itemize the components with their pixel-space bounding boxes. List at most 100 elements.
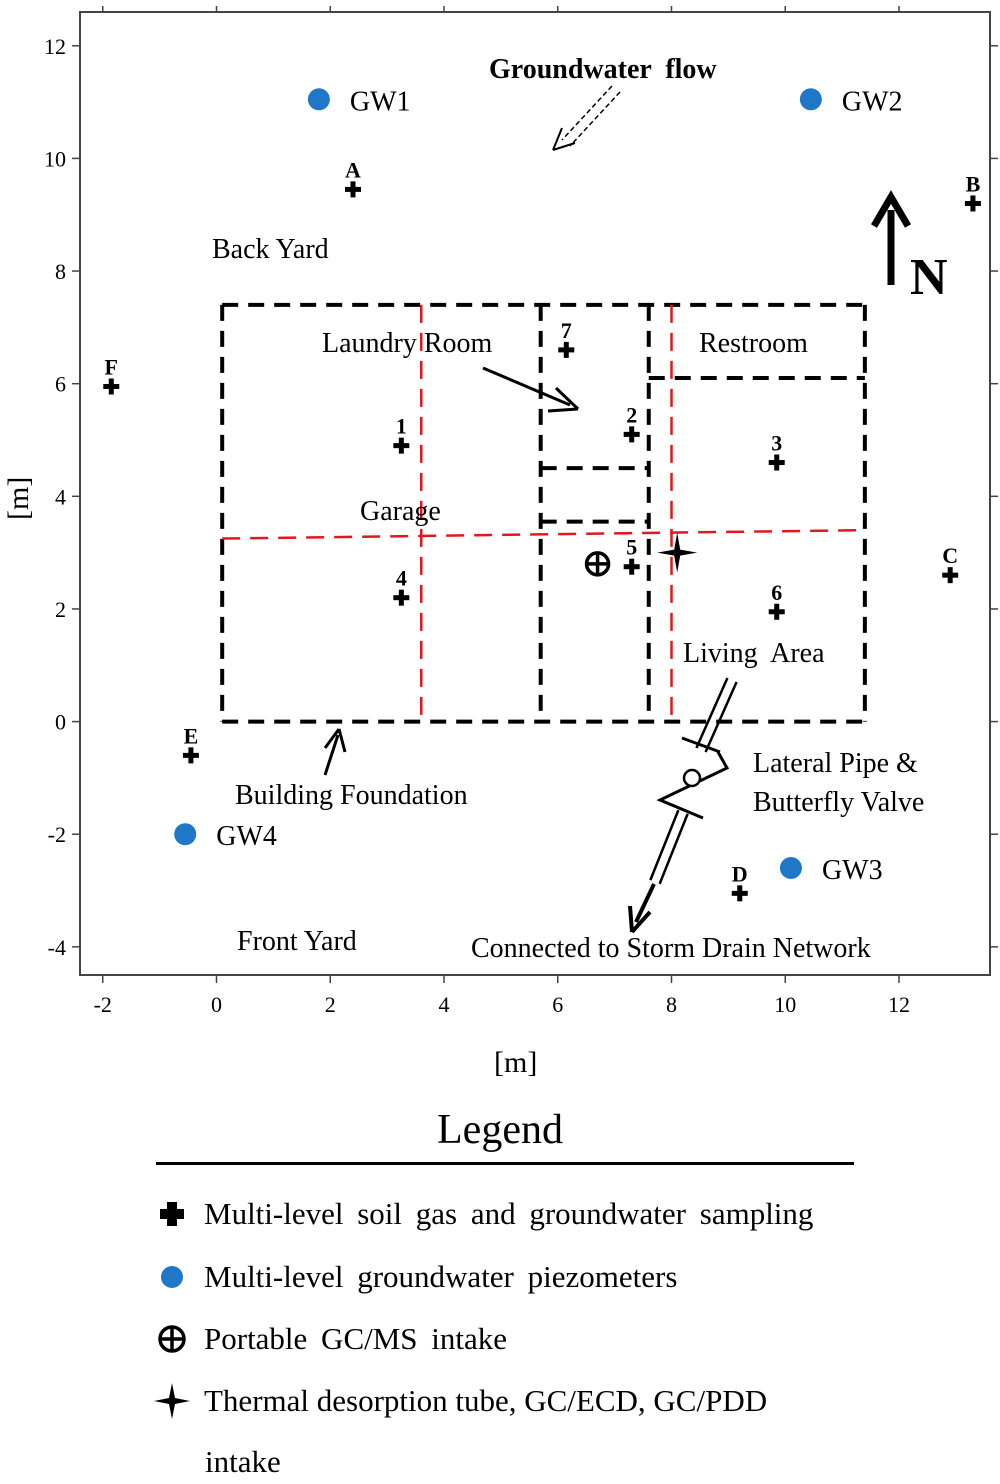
four-point-star-icon <box>150 1381 194 1421</box>
soil-gas-sampling-point: 7 <box>558 318 575 358</box>
soil-gas-sampling-point: 5 <box>623 535 640 575</box>
sampling-points: A B C D E F 1 2 3 4 5 6 7 GW1 GW2 GW3 GW4 <box>103 86 981 902</box>
legend-item-label: Thermal desorption tube, GC/ECD, GC/PDD <box>204 1383 768 1418</box>
front-yard-label: Front Yard <box>237 926 357 957</box>
storm-drain-arrow <box>634 883 656 923</box>
plus-marker <box>103 384 120 389</box>
sampling-point-label: 5 <box>626 535 637 560</box>
legend-item-soil-gas: Multi-level soil gas and groundwater sam… <box>150 1188 990 1240</box>
plus-marker <box>393 595 410 601</box>
y-axis-label: [m] <box>2 477 35 520</box>
valve-disc <box>682 768 702 788</box>
flow-arrow-line <box>569 91 621 147</box>
four-point-star-icon <box>657 532 698 573</box>
piezometer-label: GW1 <box>350 86 411 117</box>
legend-item-label: Multi-level soil gas and groundwater sam… <box>204 1196 814 1231</box>
circled-plus-icon <box>150 1319 194 1359</box>
garage-label: Garage <box>360 496 441 527</box>
y-tick-label: 0 <box>55 710 66 735</box>
sampling-point-label: A <box>345 157 361 182</box>
lateral-pipe-label: Lateral Pipe & <box>753 748 918 779</box>
sampling-point-label: F <box>105 355 118 380</box>
groundwater-flow-label: Groundwater flow <box>489 54 717 85</box>
piezometer-dot <box>779 857 802 879</box>
soil-gas-sampling-point: 3 <box>768 431 785 471</box>
legend-item-label: Portable GC/MS intake <box>204 1321 508 1356</box>
y-tick-label: 10 <box>44 146 66 171</box>
sampling-point-label: 3 <box>771 431 782 456</box>
soil-gas-sampling-point: 6 <box>768 580 785 620</box>
sampling-point-label: B <box>966 171 981 196</box>
y-tick-label: 2 <box>55 597 66 622</box>
storm-drain-label: Connected to Storm Drain Network <box>471 933 871 964</box>
plus-marker <box>964 200 981 206</box>
legend-item-label: Multi-level groundwater piezometers <box>204 1259 678 1294</box>
north-arrow-head <box>870 190 912 228</box>
legend-item-thermal: Thermal desorption tube, GC/ECD, GC/PDD <box>150 1375 990 1427</box>
plot-frame <box>79 11 991 976</box>
plus-marker <box>768 609 785 615</box>
lateral-pipe-upper <box>695 677 729 749</box>
x-tick-label: 0 <box>211 992 222 1017</box>
y-tick-label: -4 <box>48 935 66 960</box>
plus-marker <box>731 890 748 896</box>
x-axis-label: [m] <box>494 1046 537 1079</box>
butterfly-valve-label: Butterfly Valve <box>753 787 924 818</box>
soil-gas-sampling-point: 2 <box>623 402 640 443</box>
x-tick-label: 8 <box>666 992 677 1017</box>
flow-arrow-head <box>552 127 576 151</box>
pipe-flange <box>681 736 721 754</box>
y-tick-label: 8 <box>55 259 66 284</box>
piezometer-label: GW3 <box>822 855 883 886</box>
x-tick-label: 10 <box>774 992 796 1017</box>
piezometer-dot <box>799 88 822 111</box>
y-tick-label: 4 <box>55 484 66 509</box>
y-tick-label: 6 <box>55 372 66 397</box>
plus-marker <box>623 431 640 437</box>
annotations: Groundwater flow N Back Yard Front Yard … <box>2 54 948 1079</box>
y-tick-label: 12 <box>44 34 66 59</box>
groundwater-piezometer: GW3 <box>779 855 883 886</box>
piezometer-label: GW2 <box>842 86 903 117</box>
groundwater-piezometer: GW1 <box>307 86 411 117</box>
groundwater-piezometer: GW2 <box>799 86 903 117</box>
plus-marker <box>942 572 959 578</box>
sampling-point-label: 6 <box>771 580 782 605</box>
groundwater-piezometer: GW4 <box>174 821 277 852</box>
laundry-arrow <box>482 366 571 407</box>
foundation-arrow <box>323 734 340 776</box>
legend-item-piezometers: Multi-level groundwater piezometers <box>150 1251 990 1303</box>
red-line-horizontal <box>222 528 865 540</box>
x-tick-label: 4 <box>439 992 450 1017</box>
soil-gas-sampling-point: B <box>964 171 981 212</box>
restroom-label: Restroom <box>699 328 808 359</box>
sampling-point-label: D <box>732 861 748 886</box>
plus-marker <box>393 443 410 449</box>
back-yard-label: Back Yard <box>212 234 329 265</box>
living-area-label: Living Area <box>683 638 825 669</box>
x-tick-label: 12 <box>888 992 910 1017</box>
soil-gas-sampling-point: D <box>731 861 748 902</box>
lateral-pipe-upper <box>704 681 738 753</box>
plus-marker <box>623 564 640 570</box>
piezometer-dot <box>174 823 197 846</box>
x-tick-label: -2 <box>94 992 112 1017</box>
blue-dot-icon <box>150 1257 194 1297</box>
soil-gas-sampling-point: F <box>103 355 120 395</box>
sampling-point-label: 4 <box>396 566 407 591</box>
foundation-arrow-head <box>323 728 347 753</box>
soil-gas-sampling-point: E <box>182 723 199 764</box>
building-layout <box>220 85 912 934</box>
lateral-pipe-lower <box>658 813 689 885</box>
plus-icon <box>150 1194 194 1234</box>
sampling-point-label: 7 <box>561 318 572 343</box>
north-label: N <box>910 249 948 306</box>
soil-gas-sampling-point: C <box>942 543 959 584</box>
gcms-intake-marker <box>584 551 611 577</box>
plus-marker <box>768 460 785 466</box>
legend-divider <box>156 1162 854 1165</box>
piezometer-label: GW4 <box>216 821 277 852</box>
plus-marker <box>345 186 361 192</box>
